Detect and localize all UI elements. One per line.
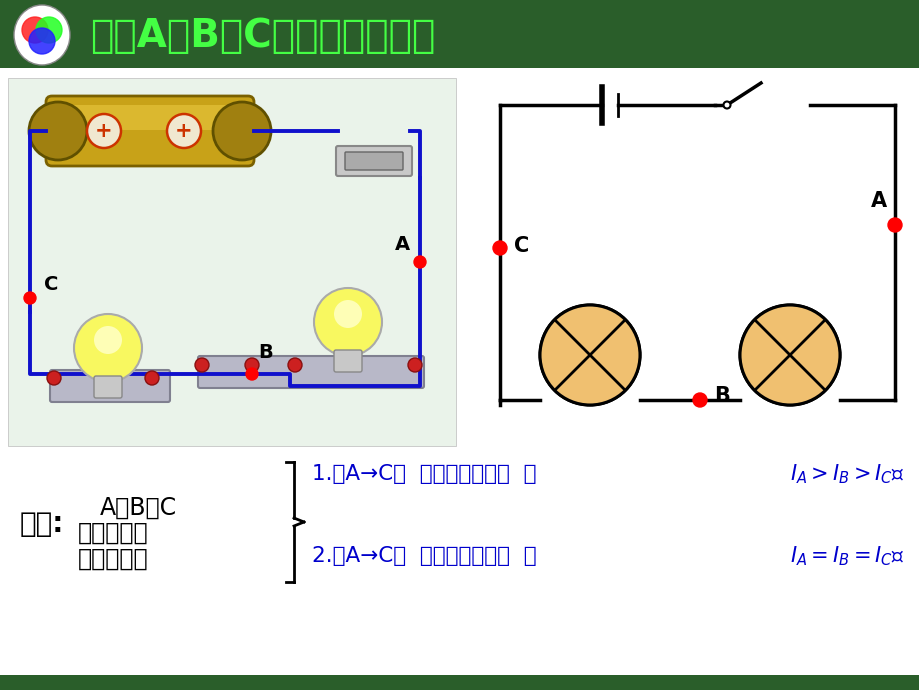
Circle shape <box>722 101 730 108</box>
Circle shape <box>288 358 301 372</box>
Text: C: C <box>44 275 58 294</box>
Circle shape <box>493 241 506 255</box>
FancyBboxPatch shape <box>0 0 919 68</box>
Text: B: B <box>257 343 272 362</box>
Circle shape <box>245 368 257 380</box>
Circle shape <box>29 102 87 160</box>
Text: A: A <box>870 191 886 211</box>
Text: +: + <box>175 121 193 141</box>
FancyBboxPatch shape <box>94 376 122 398</box>
Text: 有什么关系: 有什么关系 <box>78 547 149 571</box>
FancyBboxPatch shape <box>198 356 424 388</box>
Text: 猜想:: 猜想: <box>20 510 64 538</box>
Circle shape <box>47 371 61 385</box>
FancyBboxPatch shape <box>0 68 919 675</box>
Text: 猜想A、B、C三点的电流关系: 猜想A、B、C三点的电流关系 <box>90 17 435 55</box>
FancyBboxPatch shape <box>8 78 456 446</box>
Circle shape <box>24 292 36 304</box>
Text: 1.从A→C，  电流越来越小，  即: 1.从A→C， 电流越来越小， 即 <box>312 464 536 484</box>
Circle shape <box>213 102 271 160</box>
Circle shape <box>539 305 640 405</box>
FancyBboxPatch shape <box>334 350 361 372</box>
Text: A: A <box>394 235 410 254</box>
FancyBboxPatch shape <box>0 675 919 690</box>
Circle shape <box>145 371 159 385</box>
Circle shape <box>195 358 209 372</box>
Circle shape <box>94 326 122 354</box>
Text: C: C <box>514 236 528 256</box>
Text: A、B、C: A、B、C <box>100 496 177 520</box>
Circle shape <box>244 358 259 372</box>
Circle shape <box>87 114 121 148</box>
Circle shape <box>29 28 55 54</box>
Circle shape <box>167 114 200 148</box>
Circle shape <box>739 305 839 405</box>
Circle shape <box>74 314 142 382</box>
Text: $I_A>I_B>I_C$？: $I_A>I_B>I_C$？ <box>789 462 903 486</box>
Circle shape <box>334 300 361 328</box>
FancyBboxPatch shape <box>46 96 254 166</box>
Circle shape <box>36 17 62 43</box>
Text: +: + <box>95 121 113 141</box>
FancyBboxPatch shape <box>345 152 403 170</box>
Circle shape <box>692 393 706 407</box>
FancyBboxPatch shape <box>50 370 170 402</box>
Circle shape <box>407 358 422 372</box>
Circle shape <box>414 256 425 268</box>
FancyBboxPatch shape <box>335 146 412 176</box>
FancyBboxPatch shape <box>55 105 244 130</box>
Circle shape <box>739 305 839 405</box>
Circle shape <box>22 17 48 43</box>
Ellipse shape <box>14 5 70 65</box>
Circle shape <box>313 288 381 356</box>
Text: $I_A=I_B=I_C$？: $I_A=I_B=I_C$？ <box>789 544 903 568</box>
Text: B: B <box>713 386 729 406</box>
Circle shape <box>539 305 640 405</box>
Text: 三点的电流: 三点的电流 <box>78 521 149 545</box>
Circle shape <box>887 218 901 232</box>
Text: 2.从A→C，  电流处处相等，  即: 2.从A→C， 电流处处相等， 即 <box>312 546 536 566</box>
